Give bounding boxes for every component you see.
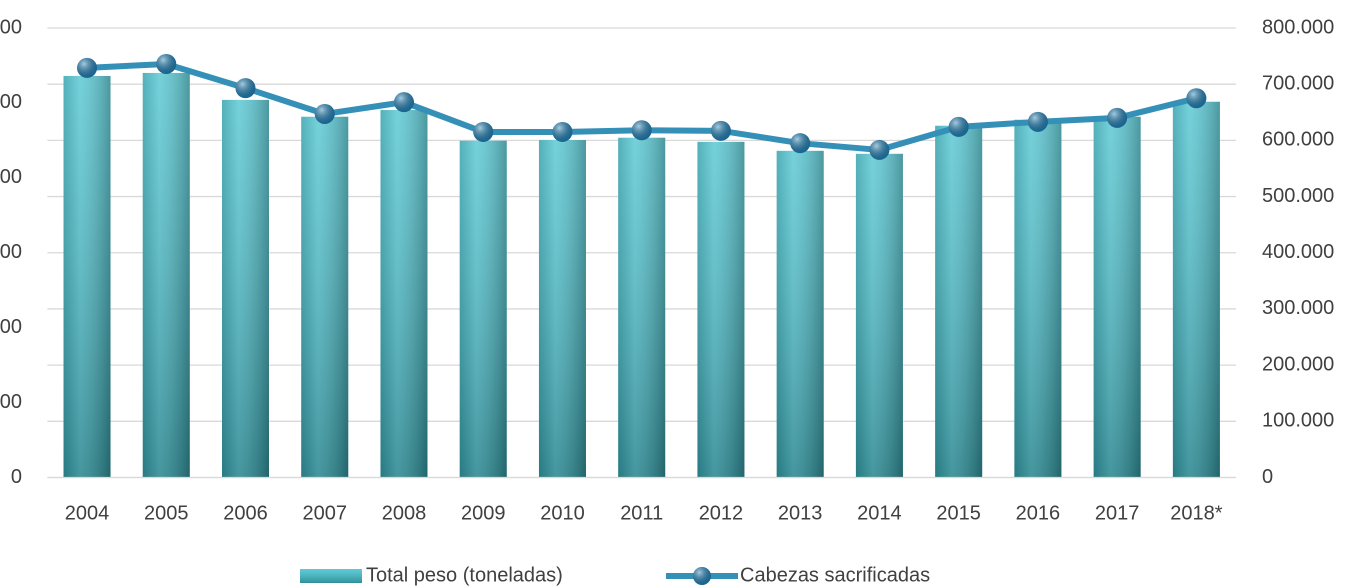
bar — [1014, 119, 1062, 478]
marker-shine — [156, 53, 177, 74]
bar-face — [142, 72, 190, 478]
bar-face — [618, 137, 666, 478]
legend-swatch-bar-shade — [300, 569, 362, 583]
y-tick-label: 00 — [0, 241, 22, 263]
bar — [697, 141, 745, 478]
bar-face — [697, 141, 745, 478]
marker-shine — [869, 139, 890, 160]
x-tick-label: 2005 — [144, 502, 189, 524]
y2-tick-label: 400.000 — [1262, 241, 1334, 263]
bar — [63, 75, 111, 478]
marker-shine — [77, 57, 98, 78]
bar-face — [1093, 116, 1141, 478]
marker-shine — [235, 78, 256, 99]
bar-face — [301, 116, 349, 478]
marker-shine — [1027, 111, 1048, 132]
x-tick-label: 2004 — [65, 502, 110, 524]
y2-tick-label: 0 — [1262, 466, 1273, 488]
x-tick-label: 2014 — [857, 502, 902, 524]
bar — [222, 99, 269, 478]
bar-face — [855, 153, 903, 478]
bar — [855, 153, 903, 478]
marker-shine — [314, 103, 335, 124]
y-tick-label: 00 — [0, 91, 22, 113]
bar — [538, 140, 586, 478]
bar-face — [1172, 101, 1220, 478]
bar-face — [935, 125, 983, 478]
marker-shine — [473, 121, 494, 142]
bar-face — [1014, 119, 1062, 478]
x-tick-label: 2013 — [778, 502, 823, 524]
bar-face — [776, 150, 824, 478]
bar — [142, 72, 190, 478]
bar — [1093, 116, 1141, 478]
marker-shine — [1186, 88, 1207, 109]
y-tick-label: 00 — [0, 316, 22, 338]
x-tick-label: 2011 — [620, 502, 663, 524]
bar-face — [380, 110, 428, 478]
y2-tick-label: 100.000 — [1262, 410, 1334, 432]
marker-shine — [631, 120, 652, 141]
x-tick-label: 2007 — [302, 502, 347, 524]
bar — [380, 110, 428, 478]
x-tick-label: 2009 — [461, 502, 506, 524]
x-tick-label: 2015 — [936, 502, 981, 524]
bar — [776, 150, 824, 478]
y2-tick-label: 800.000 — [1262, 16, 1334, 38]
x-tick-label: 2017 — [1095, 502, 1140, 524]
legend-label: Cabezas sacrificadas — [740, 564, 930, 586]
legend-swatch-shine — [693, 567, 711, 585]
y2-tick-label: 500.000 — [1262, 185, 1334, 207]
x-tick-label: 2012 — [699, 502, 744, 524]
y-tick-label: 00 — [0, 391, 22, 413]
bar-face — [63, 75, 111, 478]
y-tick-label: 00 — [0, 166, 22, 188]
y-tick-label: 0 — [11, 466, 22, 488]
bar — [1172, 101, 1220, 478]
y2-tick-label: 600.000 — [1262, 129, 1334, 151]
bar-face — [538, 140, 586, 478]
bar — [935, 125, 983, 478]
marker-shine — [1107, 107, 1128, 128]
bar — [618, 137, 666, 478]
y-tick-label: 00 — [0, 16, 22, 38]
marker-shine — [790, 133, 811, 154]
marker-shine — [552, 121, 573, 142]
marker-shine — [948, 116, 969, 137]
x-tick-label: 2010 — [540, 502, 585, 524]
y2-tick-label: 700.000 — [1262, 72, 1334, 94]
bar-face — [222, 99, 269, 478]
y2-tick-label: 200.000 — [1262, 353, 1334, 375]
bar — [301, 116, 349, 478]
x-tick-label: 2008 — [382, 502, 427, 524]
bar-face — [459, 140, 507, 478]
x-tick-label: 2018* — [1170, 502, 1222, 524]
x-tick-label: 2016 — [1016, 502, 1061, 524]
marker-shine — [393, 92, 414, 113]
y2-tick-label: 300.000 — [1262, 297, 1334, 319]
x-tick-label: 2006 — [223, 502, 268, 524]
bar — [459, 140, 507, 478]
marker-shine — [710, 120, 731, 141]
legend-label: Total peso (toneladas) — [366, 564, 563, 586]
